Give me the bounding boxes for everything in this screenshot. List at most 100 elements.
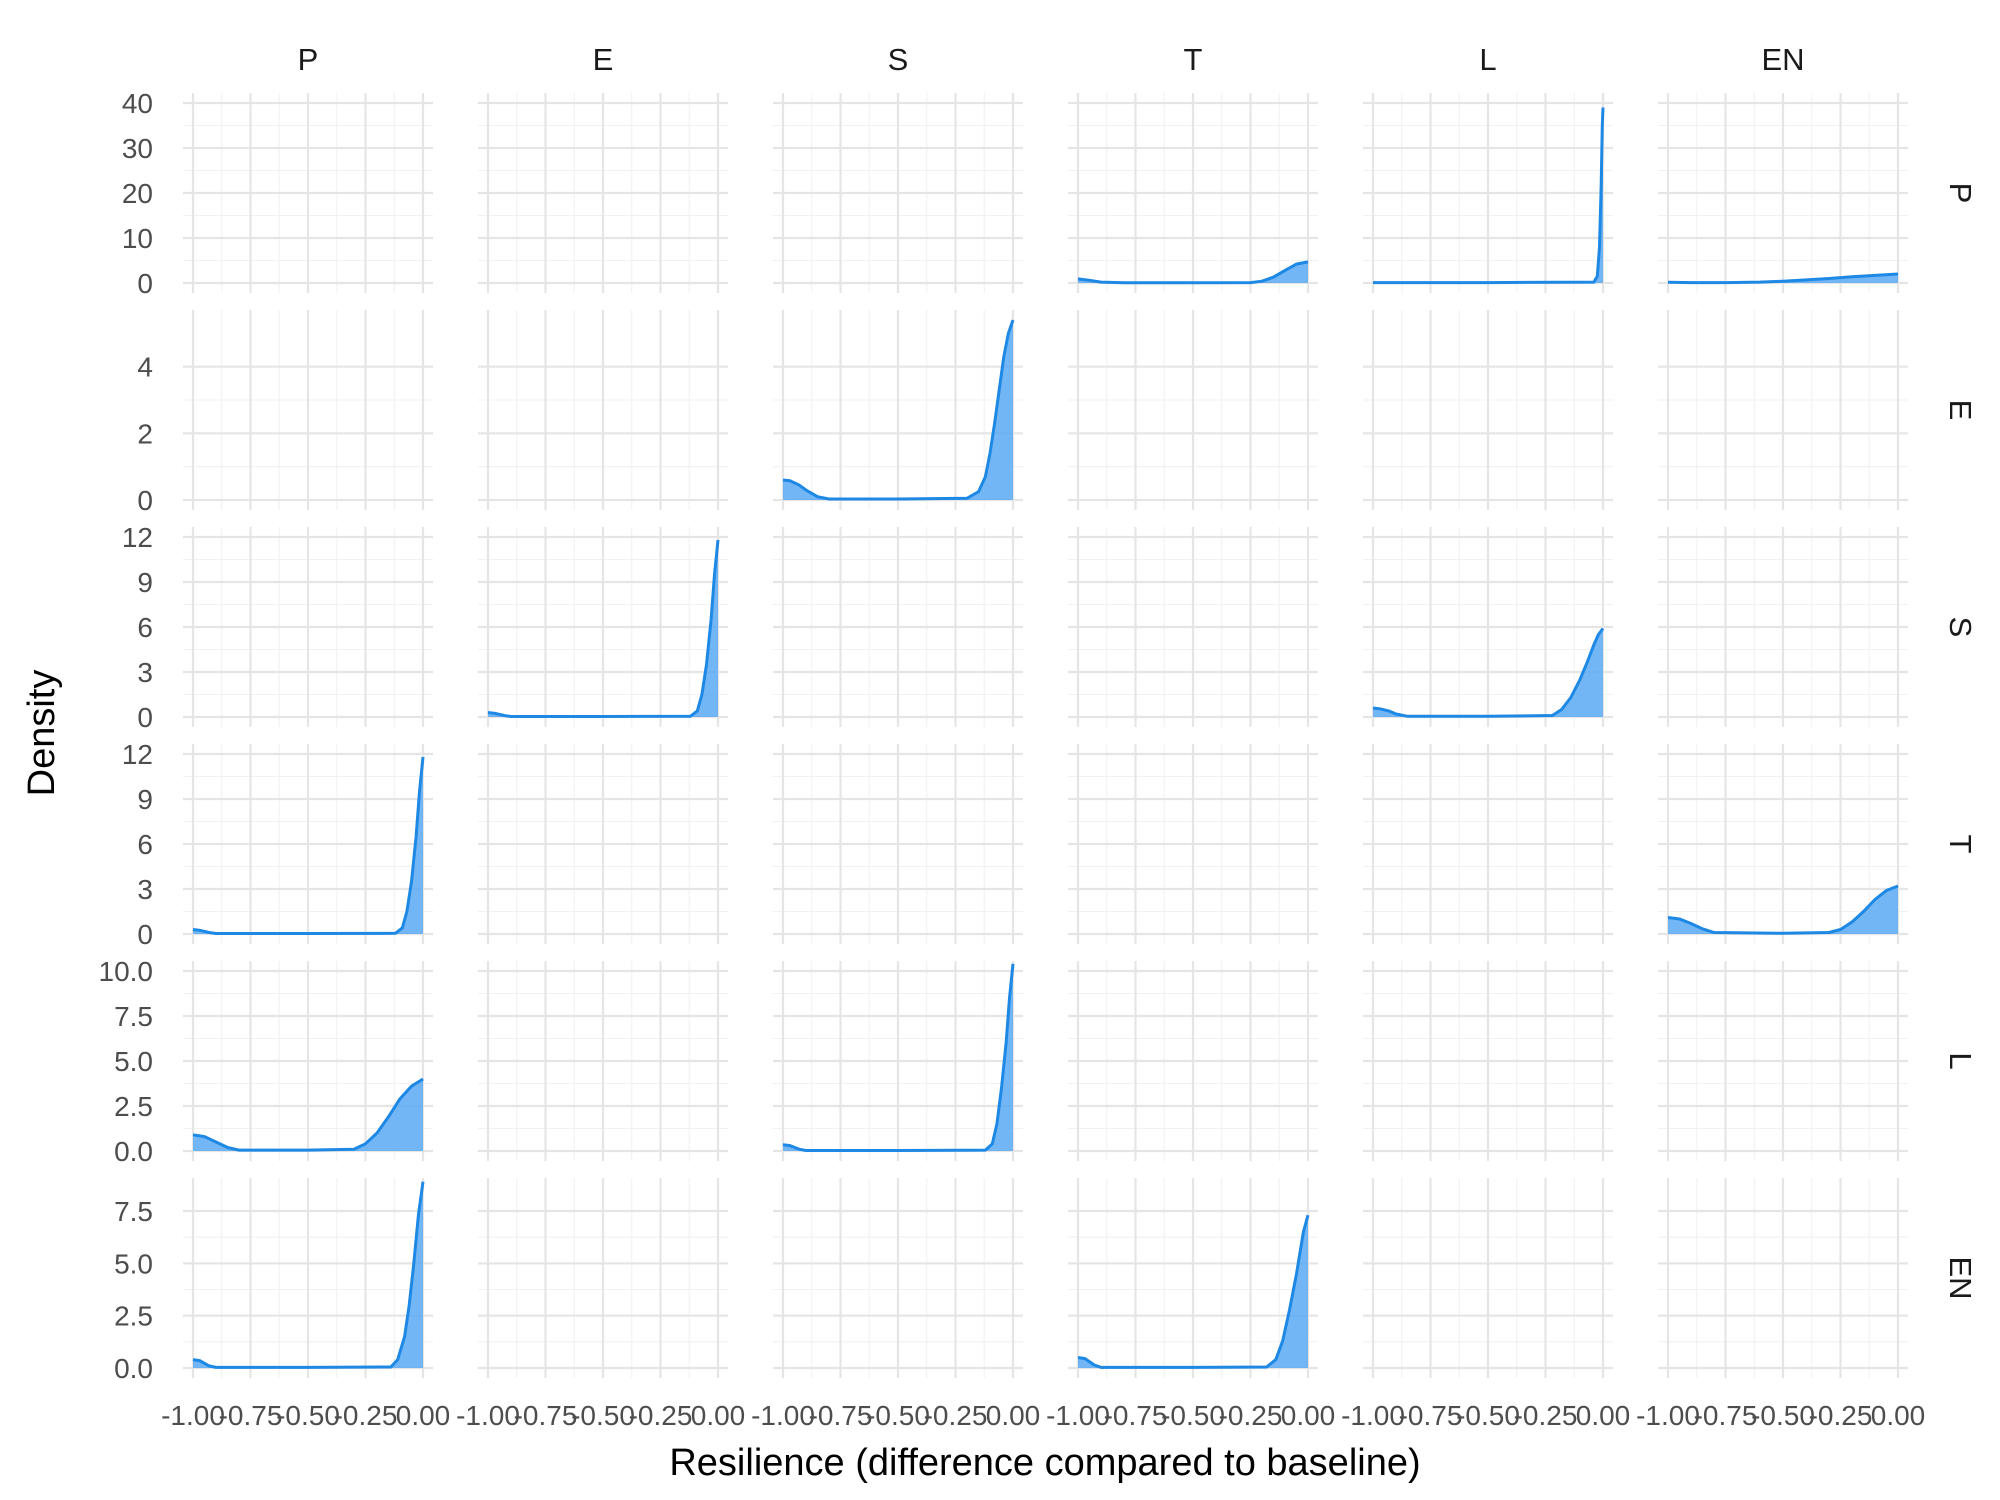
x-tick-label: -0.50 — [866, 1400, 930, 1431]
x-tick-label: -0.75 — [1104, 1400, 1168, 1431]
density-P-EN-line — [1667, 272, 1899, 285]
density-L-S-line — [782, 963, 1015, 1152]
y-tick-label: 20 — [122, 178, 153, 209]
x-tick-label: -0.75 — [1694, 1400, 1758, 1431]
x-axis-title: Resilience (difference compared to basel… — [669, 1442, 1420, 1484]
strip-label-row-EN: EN — [1943, 1256, 1978, 1299]
x-tick-label: -0.50 — [1456, 1400, 1520, 1431]
x-tick-label: 0.00 — [691, 1400, 746, 1431]
x-tick-label: -0.75 — [514, 1400, 578, 1431]
y-tick-label: 0.0 — [114, 1353, 153, 1384]
y-tick-label: 9 — [137, 784, 153, 815]
density-P-L-line — [1373, 107, 1605, 285]
x-tick-label: -0.75 — [809, 1400, 873, 1431]
y-tick-label: 5.0 — [114, 1248, 153, 1279]
x-tick-label: -0.50 — [1161, 1400, 1225, 1431]
x-tick-label: -0.25 — [1514, 1400, 1578, 1431]
y-tick-label: 30 — [122, 133, 153, 164]
y-tick-label: 7.5 — [114, 1001, 153, 1032]
y-tick-label: 4 — [137, 352, 153, 383]
panel-E-EN — [1658, 310, 1908, 510]
panel-L-S — [773, 961, 1023, 1161]
panel-L-E — [478, 961, 728, 1161]
x-tick-label: -0.75 — [1399, 1400, 1463, 1431]
y-tick-label: 2 — [137, 418, 153, 449]
density-P-EN-area — [1668, 274, 1898, 283]
y-tick-label: 10.0 — [99, 956, 154, 987]
panel-L-L — [1363, 961, 1613, 1161]
panel-T-P — [183, 744, 433, 944]
density-P-T-area — [1078, 261, 1308, 283]
x-tick-label: -0.25 — [1809, 1400, 1873, 1431]
panel-T-L — [1363, 744, 1613, 944]
panel-EN-L — [1363, 1178, 1613, 1378]
strip-label-col-E: E — [593, 42, 614, 77]
density-S-L-area — [1373, 628, 1603, 717]
density-E-S-line — [782, 319, 1015, 501]
panel-E-E — [478, 310, 728, 510]
strip-label-col-L: L — [1479, 42, 1496, 77]
panel-S-EN — [1658, 527, 1908, 727]
y-tick-label: 3 — [137, 657, 153, 688]
y-tick-label: 3 — [137, 874, 153, 905]
x-tick-label: -0.25 — [334, 1400, 398, 1431]
density-T-EN-area — [1668, 886, 1898, 934]
x-tick-label: -0.50 — [1751, 1400, 1815, 1431]
x-tick-label: 0.00 — [1281, 1400, 1336, 1431]
y-tick-label: 12 — [122, 522, 153, 553]
density-L-P-line — [192, 1077, 424, 1152]
strip-label-row-P: P — [1943, 183, 1978, 204]
panel-E-L — [1363, 310, 1613, 510]
strip-label-col-EN: EN — [1761, 42, 1804, 77]
y-tick-label: 12 — [122, 739, 153, 770]
panel-T-S — [773, 744, 1023, 944]
panel-P-S — [773, 93, 1023, 293]
y-tick-label: 2.5 — [114, 1301, 153, 1332]
panel-S-E — [478, 527, 728, 727]
x-tick-label: 0.00 — [1576, 1400, 1631, 1431]
x-tick-label: -0.75 — [219, 1400, 283, 1431]
panel-L-P — [183, 961, 433, 1161]
panel-EN-S — [773, 1178, 1023, 1378]
density-L-P-area — [193, 1079, 423, 1151]
panel-EN-EN — [1658, 1178, 1908, 1378]
y-tick-label: 2.5 — [114, 1091, 153, 1122]
panel-E-T — [1068, 310, 1318, 510]
density-P-T-line — [1077, 260, 1309, 285]
x-tick-label: -1.00 — [1636, 1400, 1700, 1431]
panel-L-EN — [1658, 961, 1908, 1161]
x-tick-label: -0.50 — [571, 1400, 635, 1431]
panel-P-T — [1068, 93, 1318, 293]
strip-label-row-S: S — [1943, 617, 1978, 638]
panels-layer — [183, 93, 1908, 1378]
y-tick-label: 5.0 — [114, 1046, 153, 1077]
y-tick-label: 0.0 — [114, 1136, 153, 1167]
x-tick-label: 0.00 — [986, 1400, 1041, 1431]
panel-L-T — [1068, 961, 1318, 1161]
y-tick-label: 0 — [137, 485, 153, 516]
y-tick-label: 0 — [137, 268, 153, 299]
x-tick-label: -1.00 — [1046, 1400, 1110, 1431]
density-EN-T-line — [1077, 1214, 1310, 1369]
panel-S-P — [183, 527, 433, 727]
density-T-P-line — [192, 756, 425, 935]
panel-T-T — [1068, 744, 1318, 944]
density-EN-P-line — [192, 1181, 425, 1369]
tick-labels: 0102030400240369120369120.02.55.07.510.0… — [99, 88, 1926, 1431]
panel-P-L — [1363, 93, 1613, 293]
y-tick-label: 10 — [122, 223, 153, 254]
strip-label-row-T: T — [1943, 835, 1978, 854]
x-tick-label: 0.00 — [396, 1400, 451, 1431]
x-tick-label: -1.00 — [751, 1400, 815, 1431]
x-tick-label: -0.25 — [1219, 1400, 1283, 1431]
x-tick-label: 0.00 — [1871, 1400, 1926, 1431]
y-tick-label: 9 — [137, 567, 153, 598]
density-E-S-area — [783, 320, 1013, 500]
panel-S-T — [1068, 527, 1318, 727]
x-tick-label: -1.00 — [456, 1400, 520, 1431]
panel-P-P — [183, 93, 433, 293]
strip-label-col-S: S — [888, 42, 909, 77]
strip-label-col-P: P — [298, 42, 319, 77]
x-tick-label: -1.00 — [1341, 1400, 1405, 1431]
